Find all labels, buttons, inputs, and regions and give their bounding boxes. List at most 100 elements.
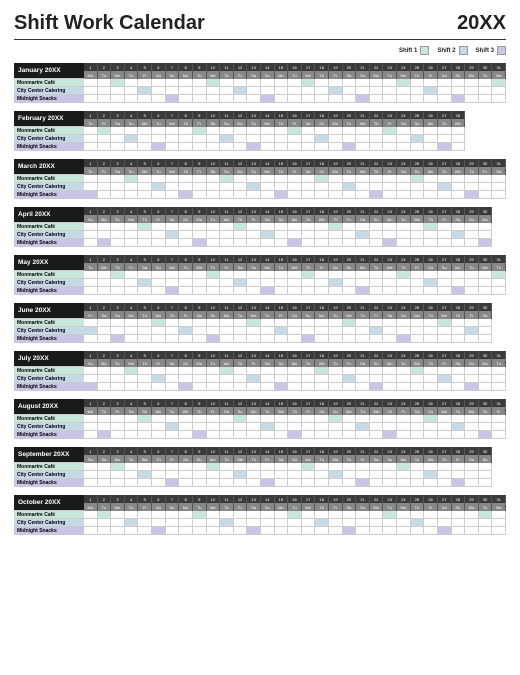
shift-cell[interactable] [315, 367, 329, 375]
shift-cell[interactable] [370, 95, 384, 103]
shift-cell[interactable] [302, 231, 316, 239]
shift-cell[interactable] [329, 519, 343, 527]
shift-cell[interactable] [166, 479, 180, 487]
shift-cell[interactable] [261, 479, 275, 487]
shift-cell[interactable] [452, 143, 466, 151]
shift-cell[interactable] [179, 135, 193, 143]
shift-cell[interactable] [220, 127, 234, 135]
shift-cell[interactable] [261, 335, 275, 343]
shift-cell[interactable] [111, 279, 125, 287]
shift-cell[interactable] [84, 367, 98, 375]
shift-cell[interactable] [179, 191, 193, 199]
shift-cell[interactable] [275, 287, 289, 295]
shift-cell[interactable] [234, 175, 248, 183]
shift-cell[interactable] [247, 143, 261, 151]
shift-cell[interactable] [452, 415, 466, 423]
shift-cell[interactable] [343, 127, 357, 135]
shift-cell[interactable] [302, 175, 316, 183]
shift-cell[interactable] [329, 279, 343, 287]
shift-cell[interactable] [179, 335, 193, 343]
shift-cell[interactable] [452, 367, 466, 375]
shift-cell[interactable] [247, 527, 261, 535]
shift-cell[interactable] [411, 127, 425, 135]
shift-cell[interactable] [152, 175, 166, 183]
shift-cell[interactable] [152, 183, 166, 191]
shift-cell[interactable] [465, 231, 479, 239]
shift-cell[interactable] [193, 87, 207, 95]
shift-cell[interactable] [452, 79, 466, 87]
shift-cell[interactable] [220, 143, 234, 151]
shift-cell[interactable] [234, 431, 248, 439]
shift-cell[interactable] [452, 463, 466, 471]
shift-cell[interactable] [207, 423, 221, 431]
shift-cell[interactable] [234, 79, 248, 87]
shift-cell[interactable] [234, 191, 248, 199]
shift-cell[interactable] [84, 223, 98, 231]
shift-cell[interactable] [356, 279, 370, 287]
shift-cell[interactable] [261, 319, 275, 327]
shift-cell[interactable] [111, 431, 125, 439]
shift-cell[interactable] [152, 527, 166, 535]
shift-cell[interactable] [452, 271, 466, 279]
shift-cell[interactable] [138, 415, 152, 423]
shift-cell[interactable] [193, 191, 207, 199]
shift-cell[interactable] [438, 327, 452, 335]
shift-cell[interactable] [397, 375, 411, 383]
shift-cell[interactable] [220, 431, 234, 439]
shift-cell[interactable] [98, 271, 112, 279]
shift-cell[interactable] [492, 327, 506, 335]
shift-cell[interactable] [288, 519, 302, 527]
shift-cell[interactable] [411, 479, 425, 487]
shift-cell[interactable] [234, 511, 248, 519]
shift-cell[interactable] [397, 383, 411, 391]
shift-cell[interactable] [479, 271, 493, 279]
shift-cell[interactable] [125, 511, 139, 519]
shift-cell[interactable] [193, 383, 207, 391]
shift-cell[interactable] [479, 415, 493, 423]
shift-cell[interactable] [370, 319, 384, 327]
shift-cell[interactable] [383, 431, 397, 439]
shift-cell[interactable] [383, 367, 397, 375]
shift-cell[interactable] [315, 415, 329, 423]
shift-cell[interactable] [138, 175, 152, 183]
shift-cell[interactable] [465, 383, 479, 391]
shift-cell[interactable] [261, 79, 275, 87]
shift-cell[interactable] [370, 327, 384, 335]
shift-cell[interactable] [98, 287, 112, 295]
shift-cell[interactable] [247, 383, 261, 391]
shift-cell[interactable] [98, 319, 112, 327]
shift-cell[interactable] [179, 383, 193, 391]
shift-cell[interactable] [302, 223, 316, 231]
shift-cell[interactable] [452, 471, 466, 479]
shift-cell[interactable] [125, 127, 139, 135]
shift-cell[interactable] [397, 319, 411, 327]
shift-cell[interactable] [411, 431, 425, 439]
shift-cell[interactable] [234, 271, 248, 279]
shift-cell[interactable] [424, 327, 438, 335]
shift-cell[interactable] [234, 223, 248, 231]
shift-cell[interactable] [98, 335, 112, 343]
shift-cell[interactable] [424, 511, 438, 519]
shift-cell[interactable] [438, 423, 452, 431]
shift-cell[interactable] [275, 231, 289, 239]
shift-cell[interactable] [125, 95, 139, 103]
shift-cell[interactable] [343, 287, 357, 295]
shift-cell[interactable] [302, 367, 316, 375]
shift-cell[interactable] [84, 279, 98, 287]
shift-cell[interactable] [234, 279, 248, 287]
shift-cell[interactable] [370, 279, 384, 287]
shift-cell[interactable] [492, 279, 506, 287]
shift-cell[interactable] [329, 183, 343, 191]
shift-cell[interactable] [84, 87, 98, 95]
shift-cell[interactable] [465, 319, 479, 327]
shift-cell[interactable] [424, 519, 438, 527]
shift-cell[interactable] [138, 463, 152, 471]
shift-cell[interactable] [452, 383, 466, 391]
shift-cell[interactable] [315, 95, 329, 103]
shift-cell[interactable] [411, 519, 425, 527]
shift-cell[interactable] [383, 279, 397, 287]
shift-cell[interactable] [452, 223, 466, 231]
shift-cell[interactable] [261, 423, 275, 431]
shift-cell[interactable] [247, 95, 261, 103]
shift-cell[interactable] [220, 423, 234, 431]
